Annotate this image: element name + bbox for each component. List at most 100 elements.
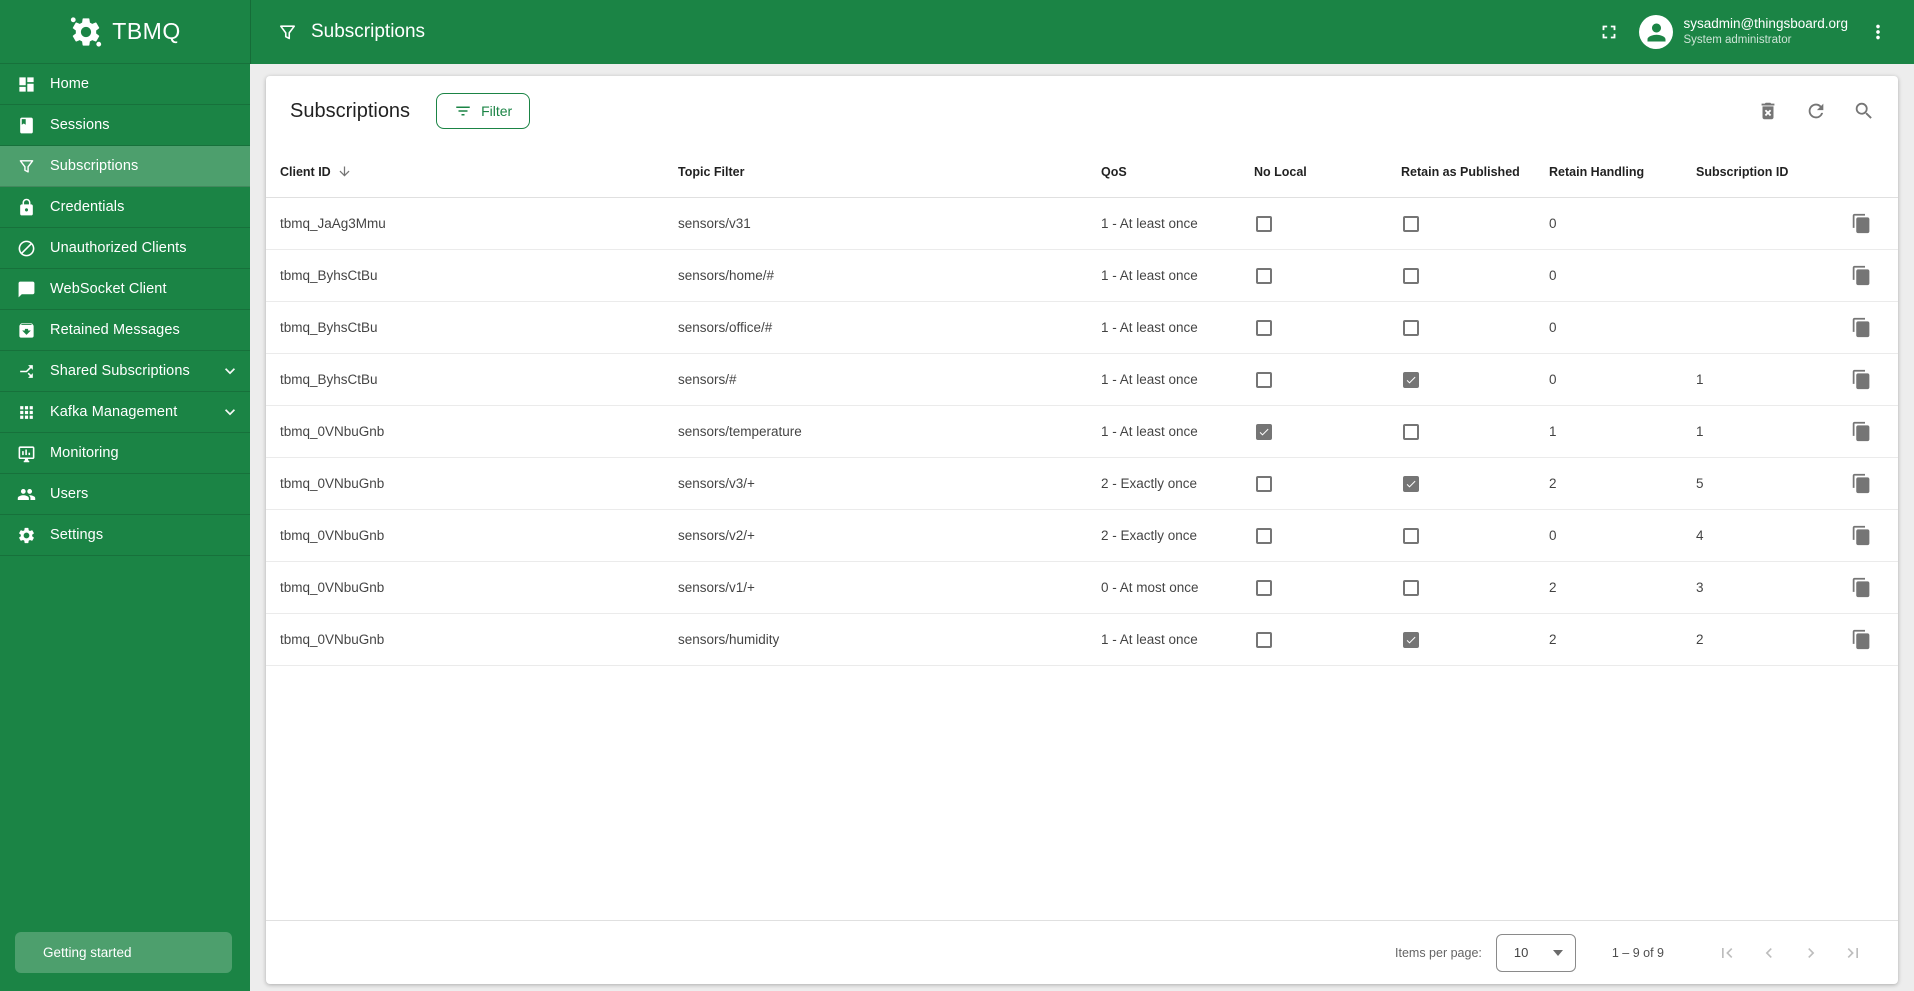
delete-button[interactable] xyxy=(1748,91,1788,131)
retain-as-published-checkbox[interactable] xyxy=(1403,371,1419,388)
sidebar-item-sessions[interactable]: Sessions xyxy=(0,105,250,146)
cell-subscription-id: 1 xyxy=(1696,372,1704,387)
cell-topic-filter: sensors/v31 xyxy=(678,216,751,231)
copy-button[interactable] xyxy=(1851,421,1872,442)
topbar: Subscriptions sysadmin@thingsboard.org S… xyxy=(250,0,1914,64)
sidebar-item-label: Retained Messages xyxy=(50,322,180,338)
user-menu[interactable]: sysadmin@thingsboard.org System administ… xyxy=(1683,16,1848,47)
sidebar-item-users[interactable]: Users xyxy=(0,474,250,515)
fullscreen-button[interactable] xyxy=(1589,12,1629,52)
table-header-row: Client ID Topic Filter QoS No Local Retain a… xyxy=(266,146,1898,198)
sidebar-item-retained-messages[interactable]: Retained Messages xyxy=(0,310,250,351)
no-local-checkbox[interactable] xyxy=(1256,475,1272,492)
retain-as-published-checkbox[interactable] xyxy=(1403,319,1419,336)
filter-button[interactable]: Filter xyxy=(436,93,531,129)
column-header-no-local[interactable]: No Local xyxy=(1254,165,1401,179)
cell-retain-handling: 0 xyxy=(1549,268,1557,283)
column-header-label: Retain Handling xyxy=(1549,164,1645,179)
table-row[interactable]: tbmq_ByhsCtBu sensors/office/# 1 - At leas… xyxy=(266,302,1898,354)
no-local-checkbox[interactable] xyxy=(1256,319,1272,336)
table-row[interactable]: tbmq_ByhsCtBu sensors/# 1 - At least once 0… xyxy=(266,354,1898,406)
getting-started-label: Getting started xyxy=(43,945,132,960)
column-header-client-id[interactable]: Client ID xyxy=(266,164,678,179)
cell-subscription-id: 2 xyxy=(1696,632,1704,647)
cell-retain-handling: 0 xyxy=(1549,216,1557,231)
retain-as-published-checkbox[interactable] xyxy=(1403,215,1419,232)
no-local-checkbox[interactable] xyxy=(1256,423,1272,440)
column-header-label: QoS xyxy=(1101,164,1127,179)
cell-qos: 0 - At most once xyxy=(1101,580,1199,595)
copy-button[interactable] xyxy=(1851,213,1872,234)
sidebar-item-home[interactable]: Home xyxy=(0,64,250,105)
column-header-label: Topic Filter xyxy=(678,164,745,179)
table-row[interactable]: tbmq_0VNbuGnb sensors/v1/+ 0 - At most onc… xyxy=(266,562,1898,614)
cell-subscription-id: 5 xyxy=(1696,476,1704,491)
no-local-checkbox[interactable] xyxy=(1256,215,1272,232)
copy-button[interactable] xyxy=(1851,369,1872,390)
column-header-subscription-id[interactable]: Subscription ID xyxy=(1696,165,1841,179)
next-page-button[interactable] xyxy=(1790,932,1832,974)
user-email: sysadmin@thingsboard.org xyxy=(1683,16,1848,32)
no-local-checkbox[interactable] xyxy=(1256,527,1272,544)
column-header-qos[interactable]: QoS xyxy=(1101,165,1254,179)
table-row[interactable]: tbmq_0VNbuGnb sensors/v3/+ 2 - Exactly onc… xyxy=(266,458,1898,510)
select-dropdown-arrow-icon xyxy=(1552,949,1563,956)
copy-button[interactable] xyxy=(1851,317,1872,338)
copy-button[interactable] xyxy=(1851,629,1872,650)
column-header-topic-filter[interactable]: Topic Filter xyxy=(678,165,1101,179)
copy-button[interactable] xyxy=(1851,525,1872,546)
sidebar-item-websocket-client[interactable]: WebSocket Client xyxy=(0,269,250,310)
sidebar-item-shared-subscriptions[interactable]: Shared Subscriptions xyxy=(0,351,250,392)
paginator-buttons xyxy=(1706,932,1874,974)
page-title: Subscriptions xyxy=(311,21,426,42)
retain-as-published-checkbox[interactable] xyxy=(1403,423,1419,440)
copy-button[interactable] xyxy=(1851,473,1872,494)
no-local-checkbox[interactable] xyxy=(1256,579,1272,596)
sidebar-item-settings[interactable]: Settings xyxy=(0,515,250,556)
cell-client-id: tbmq_ByhsCtBu xyxy=(280,372,378,387)
column-header-label: No Local xyxy=(1254,164,1307,179)
no-local-checkbox[interactable] xyxy=(1256,631,1272,648)
lock-icon xyxy=(17,198,36,217)
retain-as-published-checkbox[interactable] xyxy=(1403,267,1419,284)
app-logo[interactable]: TBMQ xyxy=(0,0,250,64)
sidebar-item-credentials[interactable]: Credentials xyxy=(0,187,250,228)
retain-as-published-checkbox[interactable] xyxy=(1403,579,1419,596)
search-icon xyxy=(1853,100,1875,122)
sidebar-item-kafka-management[interactable]: Kafka Management xyxy=(0,392,250,433)
items-per-page-select[interactable]: 10 xyxy=(1495,933,1576,972)
first-page-button[interactable] xyxy=(1706,932,1748,974)
table-row[interactable]: tbmq_0VNbuGnb sensors/temperature 1 - At l… xyxy=(266,406,1898,458)
table-row[interactable]: tbmq_JaAg3Mmu sensors/v31 1 - At least onc… xyxy=(266,198,1898,250)
home-icon xyxy=(17,75,36,94)
retain-as-published-checkbox[interactable] xyxy=(1403,527,1419,544)
sidebar-item-monitoring[interactable]: Monitoring xyxy=(0,433,250,474)
page-range-label: 1 – 9 of 9 xyxy=(1611,945,1664,960)
no-local-checkbox[interactable] xyxy=(1256,267,1272,284)
column-header-retain-handling[interactable]: Retain Handling xyxy=(1549,165,1696,179)
sidebar-item-subscriptions[interactable]: Subscriptions xyxy=(0,146,250,187)
last-page-button[interactable] xyxy=(1832,932,1874,974)
column-header-retain-as-published[interactable]: Retain as Published xyxy=(1401,165,1549,179)
avatar[interactable] xyxy=(1639,15,1674,49)
table-row[interactable]: tbmq_0VNbuGnb sensors/v2/+ 2 - Exactly onc… xyxy=(266,510,1898,562)
refresh-button[interactable] xyxy=(1796,91,1836,131)
copy-button[interactable] xyxy=(1851,577,1872,598)
search-button[interactable] xyxy=(1844,91,1884,131)
retain-as-published-checkbox[interactable] xyxy=(1403,631,1419,648)
table-row[interactable]: tbmq_ByhsCtBu sensors/home/# 1 - At least … xyxy=(266,250,1898,302)
cell-no-local xyxy=(1254,371,1401,388)
refresh-icon xyxy=(1805,100,1827,122)
topbar-right: sysadmin@thingsboard.org System administ… xyxy=(1589,12,1898,52)
cell-qos: 1 - At least once xyxy=(1101,268,1198,283)
sidebar-item-unauthorized-clients[interactable]: Unauthorized Clients xyxy=(0,228,250,269)
cell-qos: 1 - At least once xyxy=(1101,632,1198,647)
more-menu-button[interactable] xyxy=(1858,12,1898,52)
table-row[interactable]: tbmq_0VNbuGnb sensors/humidity 1 - At leas… xyxy=(266,614,1898,666)
no-local-checkbox[interactable] xyxy=(1256,371,1272,388)
copy-button[interactable] xyxy=(1851,265,1872,286)
getting-started-button[interactable]: Getting started xyxy=(15,932,232,973)
prev-page-button[interactable] xyxy=(1748,932,1790,974)
retain-as-published-checkbox[interactable] xyxy=(1403,475,1419,492)
content-copy-icon xyxy=(1851,421,1872,442)
